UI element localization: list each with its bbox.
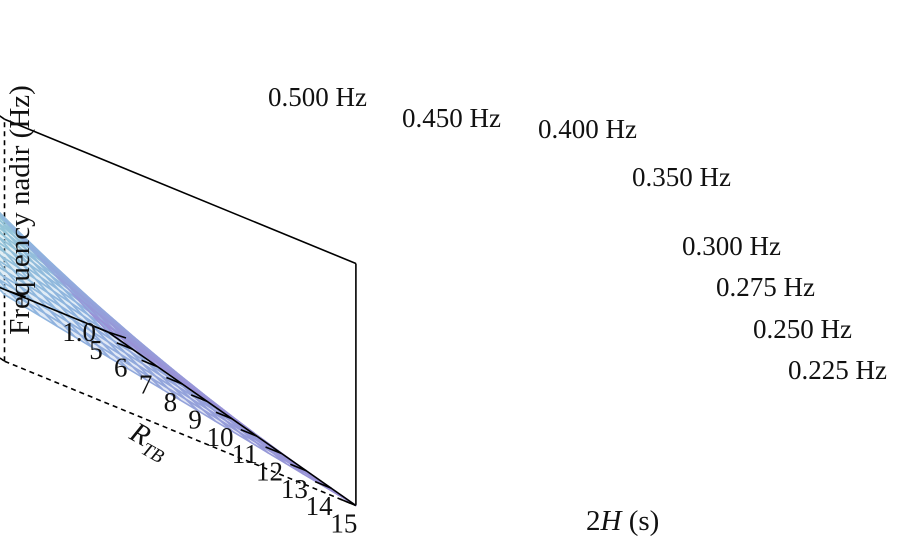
x-tick-mark bbox=[91, 324, 109, 333]
z-axis-label: Frequency nadir (Hz) bbox=[4, 85, 36, 335]
x-tick-mark bbox=[290, 463, 307, 472]
x-tick-mark bbox=[339, 498, 357, 507]
x-tick-mark bbox=[215, 411, 233, 420]
tick-labels: 0.20.30.40.50.6567891011121314150.40.60.… bbox=[7, 290, 357, 539]
contour-label: 0.225 Hz bbox=[788, 355, 887, 385]
contour-label: 0.450 Hz bbox=[402, 103, 501, 133]
x-tick-mark bbox=[314, 480, 332, 489]
x-axis-label-italic: H bbox=[600, 505, 624, 537]
x-tick-label: 5 bbox=[89, 335, 103, 365]
x-axis-label: 2H (s) bbox=[586, 505, 659, 537]
y-axis-label: RTB bbox=[121, 416, 175, 468]
plot-box-front bbox=[0, 286, 357, 507]
x-tick-mark bbox=[265, 446, 282, 455]
contour-label: 0.250 Hz bbox=[753, 314, 852, 344]
x-tick-label: 12 bbox=[256, 456, 283, 486]
x-tick-mark bbox=[141, 359, 158, 368]
box-edge-top-right bbox=[4, 118, 357, 265]
y-tick-label: 1.0 bbox=[62, 317, 96, 347]
x-tick-label: 11 bbox=[232, 439, 258, 469]
x-axis-label-main: 2 bbox=[586, 505, 601, 537]
contour-labels: 0.500 Hz 0.450 Hz 0.400 Hz 0.350 Hz 0.300 Hz… bbox=[268, 82, 887, 385]
box-edge-bottom-left bbox=[0, 286, 109, 333]
x-tick-label: 6 bbox=[114, 352, 128, 382]
contour-label: 0.275 Hz bbox=[716, 272, 815, 302]
x-tick-mark bbox=[240, 428, 258, 437]
plot-box-back bbox=[0, 115, 357, 507]
contour-label: 0.300 Hz bbox=[682, 231, 781, 261]
surface-mesh bbox=[0, 211, 357, 507]
x-tick-label: 9 bbox=[188, 404, 202, 434]
x-tick-label: 14 bbox=[306, 491, 334, 521]
x-tick-mark bbox=[190, 394, 208, 403]
contour-label: 0.500 Hz bbox=[268, 82, 367, 112]
contour-label: 0.350 Hz bbox=[632, 162, 731, 192]
x-tick-label: 8 bbox=[164, 387, 178, 417]
x-axis-label-unit: (s) bbox=[621, 505, 659, 537]
y-tick-mark bbox=[107, 331, 127, 339]
x-tick-label: 7 bbox=[139, 370, 153, 400]
y-tick-mark bbox=[7, 290, 26, 298]
x-tick-label: 13 bbox=[281, 474, 308, 504]
x-tick-mark bbox=[166, 376, 183, 385]
x-tick-mark bbox=[116, 342, 134, 351]
box-edge-bottom-right bbox=[4, 360, 357, 507]
contour-label: 0.400 Hz bbox=[538, 114, 637, 144]
x-tick-label: 10 bbox=[206, 422, 233, 452]
x-tick-label: 15 bbox=[330, 509, 357, 539]
